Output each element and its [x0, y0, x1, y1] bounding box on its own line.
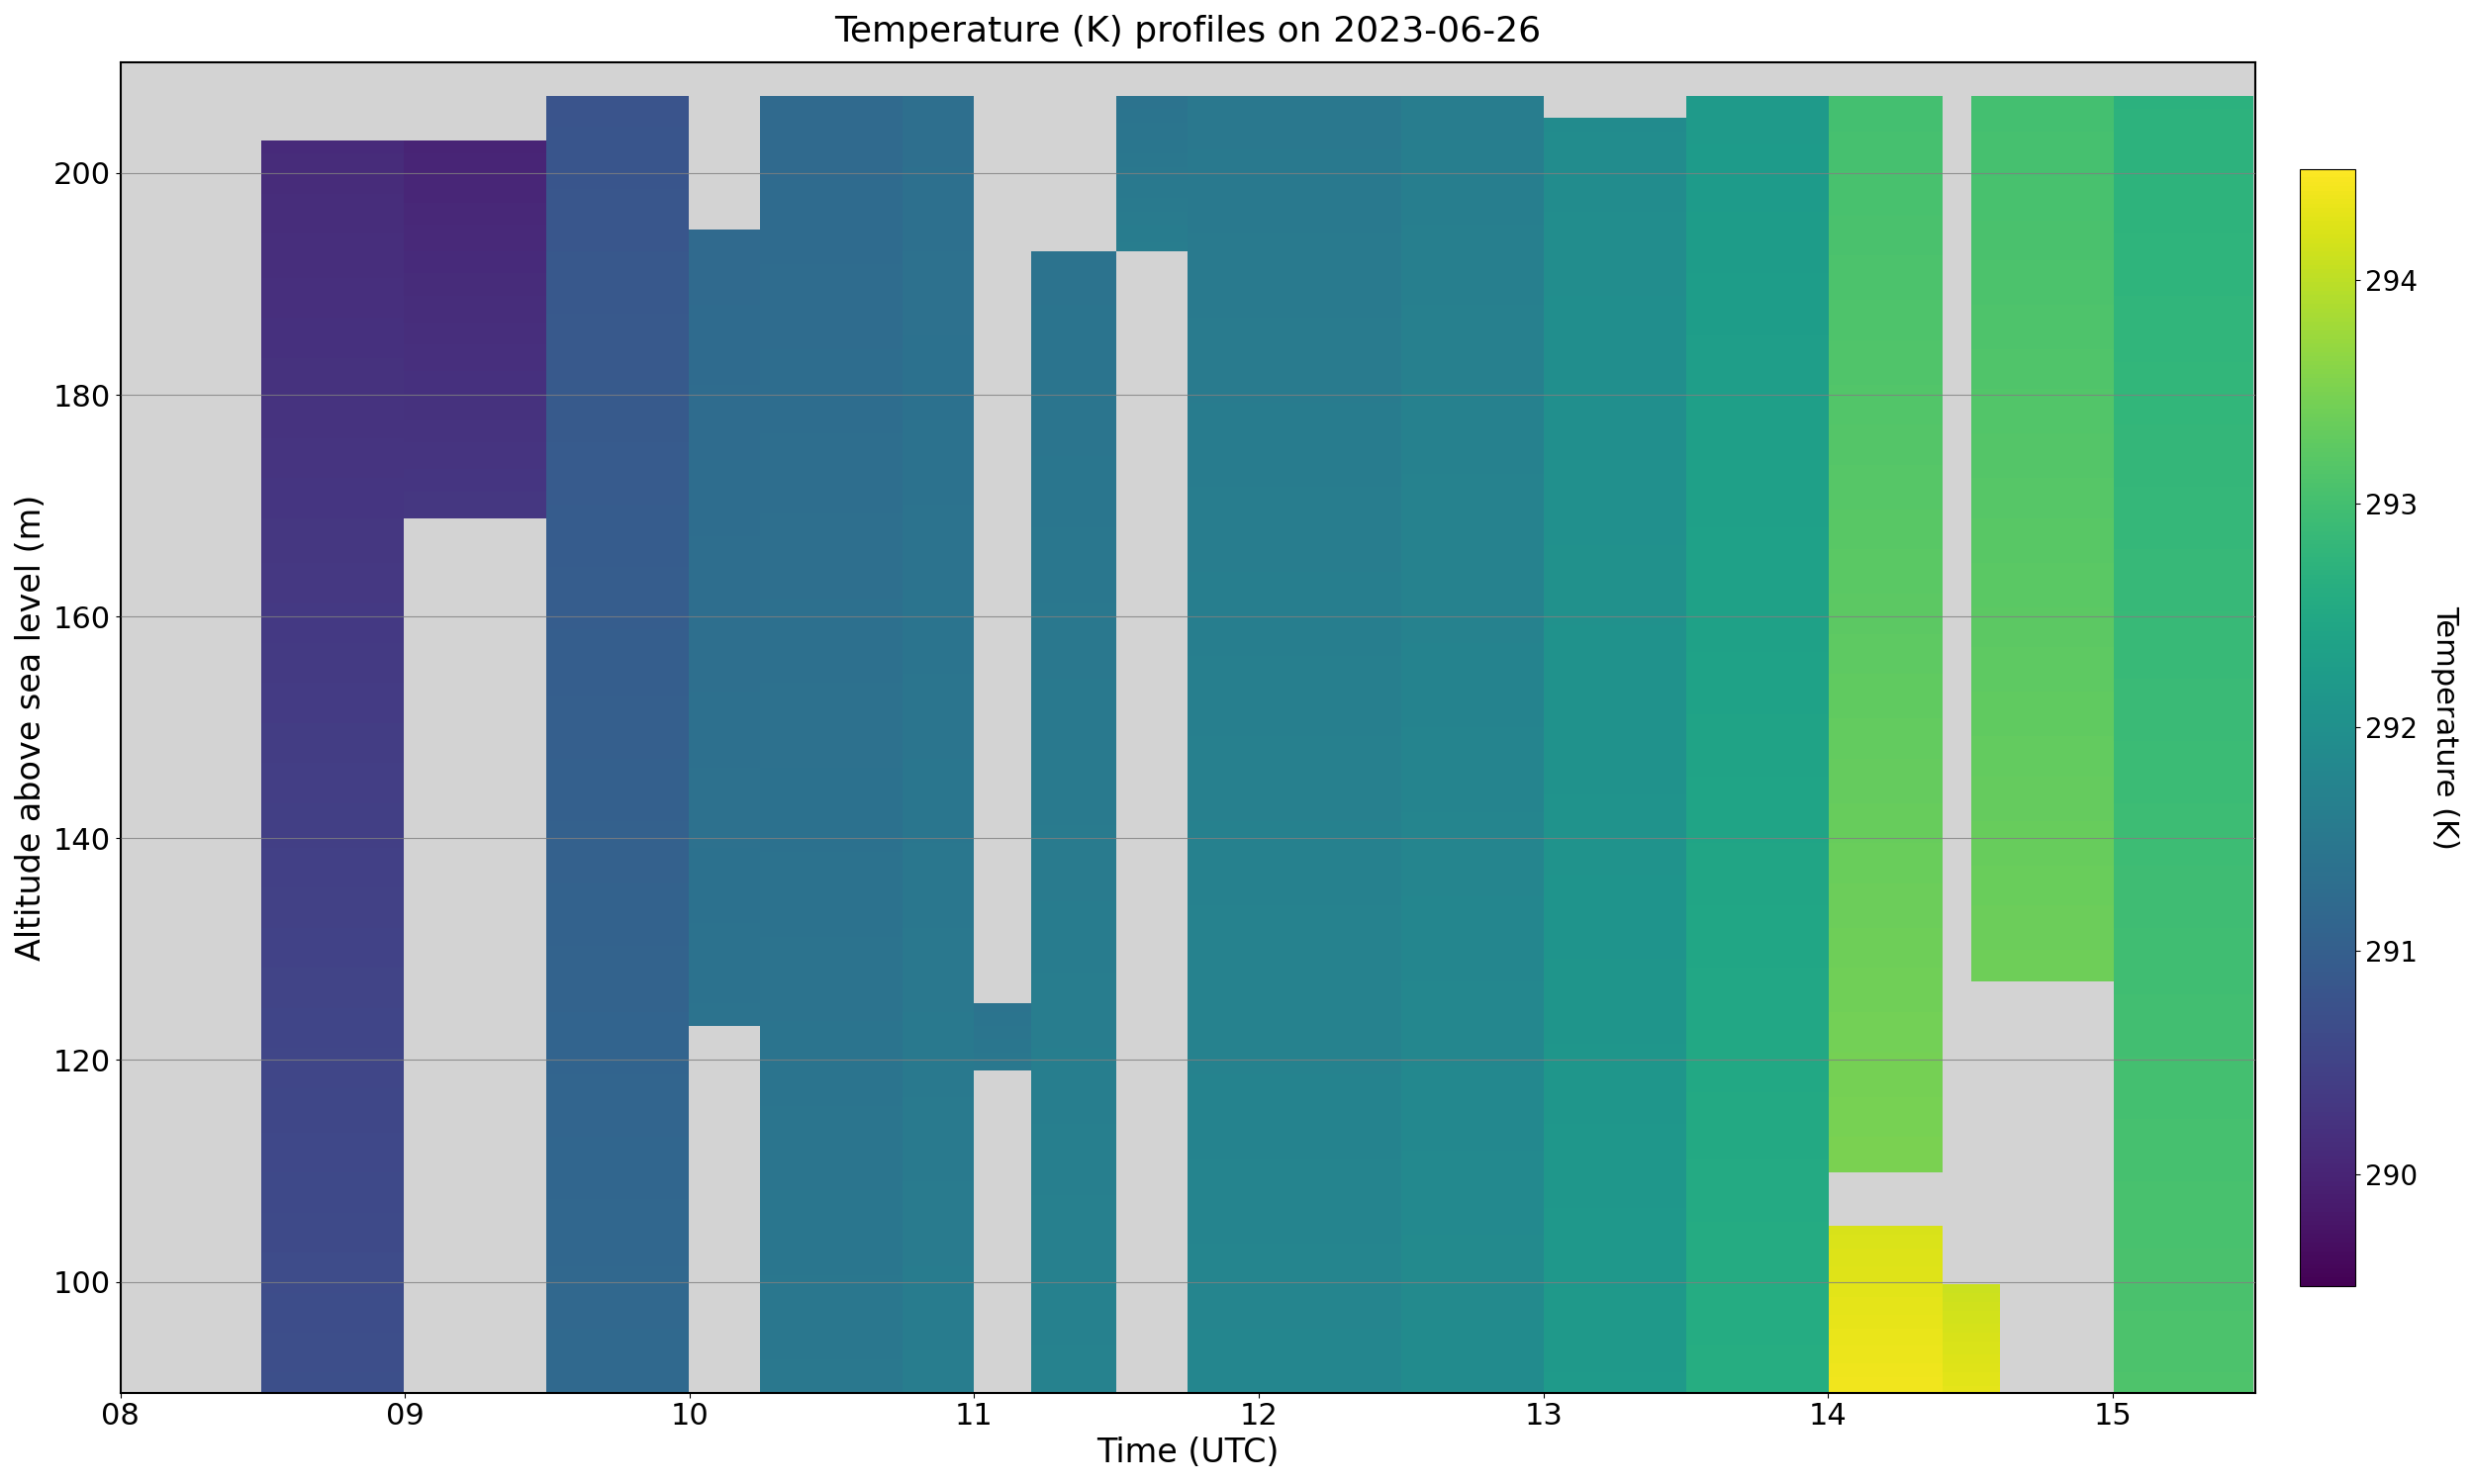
Y-axis label: Altitude above sea level (m): Altitude above sea level (m)	[15, 494, 47, 960]
Y-axis label: Temperature (K): Temperature (K)	[2429, 605, 2459, 849]
X-axis label: Time (UTC): Time (UTC)	[1096, 1437, 1279, 1469]
Title: Temperature (K) profiles on 2023-06-26: Temperature (K) profiles on 2023-06-26	[834, 15, 1541, 49]
